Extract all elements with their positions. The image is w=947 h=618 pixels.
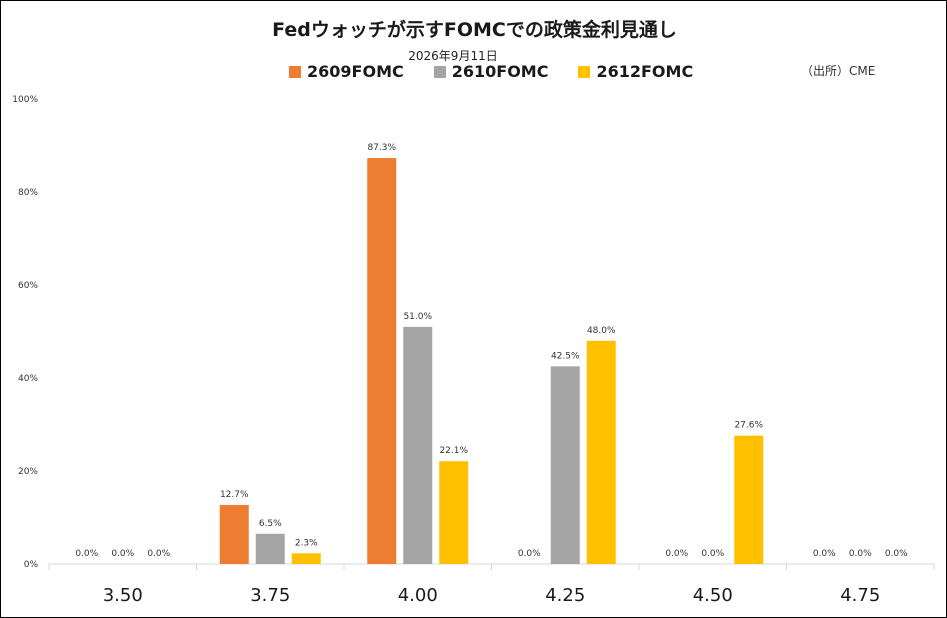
data-label: 27.6% [734, 421, 763, 431]
legend-item-2612: 2612FOMC [578, 62, 693, 81]
y-tick-label: 20% [18, 467, 38, 477]
y-tick-label: 60% [18, 281, 38, 291]
chart-subtitle: 2026年9月11日 [408, 49, 498, 63]
data-label: 87.3% [367, 143, 396, 153]
data-label: 0.0% [111, 549, 134, 559]
data-label: 48.0% [587, 326, 616, 336]
bar-2610FOMC-4.00 [403, 326, 433, 564]
bar-2612FOMC-4.50 [734, 435, 764, 564]
y-tick-label: 100% [12, 95, 38, 105]
bar-2609FOMC-4.00 [367, 158, 397, 564]
data-label: 0.0% [885, 549, 908, 559]
category-label-4.25: 4.25 [545, 585, 585, 606]
data-label: 0.0% [701, 549, 724, 559]
category-label-4.75: 4.75 [840, 585, 880, 606]
chart-title: Fedウォッチが示すFOMCでの政策金利見通し [272, 19, 677, 41]
category-label-3.75: 3.75 [250, 585, 290, 606]
y-tick-label: 0% [24, 560, 39, 570]
legend-swatch-2612 [578, 65, 591, 78]
data-label: 0.0% [147, 549, 170, 559]
data-label: 6.5% [259, 519, 282, 529]
legend-item-2610: 2610FOMC [433, 62, 549, 81]
bar-2610FOMC-4.25 [550, 366, 580, 564]
bar-2610FOMC-3.75 [255, 533, 285, 564]
legend: 2609FOMC 2610FOMC 2612FOMC [289, 62, 723, 81]
bar-2612FOMC-3.75 [291, 553, 321, 564]
legend-label-2612: 2612FOMC [596, 62, 694, 81]
legend-label-2609: 2609FOMC [307, 62, 404, 81]
data-label: 0.0% [665, 549, 688, 559]
data-label: 12.7% [220, 490, 249, 500]
legend-label-2610: 2610FOMC [451, 62, 549, 81]
data-label: 22.1% [439, 446, 468, 456]
legend-swatch-2609 [289, 65, 301, 78]
y-tick-label: 80% [18, 188, 38, 198]
bar-2612FOMC-4.00 [439, 461, 469, 564]
category-label-3.50: 3.50 [103, 585, 143, 606]
category-label-4.50: 4.50 [693, 585, 733, 606]
data-label: 51.0% [403, 312, 432, 322]
legend-item-2609: 2609FOMC [289, 62, 404, 81]
bar-2612FOMC-4.25 [586, 340, 616, 564]
source-note: （出所）CME [801, 64, 876, 78]
y-tick-label: 40% [18, 374, 38, 384]
data-label: 2.3% [295, 538, 318, 548]
data-label: 0.0% [849, 549, 872, 559]
category-label-4.00: 4.00 [398, 585, 438, 606]
data-label: 0.0% [813, 549, 836, 559]
data-label: 0.0% [75, 549, 98, 559]
legend-swatch-2610 [433, 65, 446, 78]
data-label: 42.5% [551, 351, 580, 361]
data-label: 0.0% [518, 549, 541, 559]
bar-2609FOMC-3.75 [219, 504, 249, 564]
